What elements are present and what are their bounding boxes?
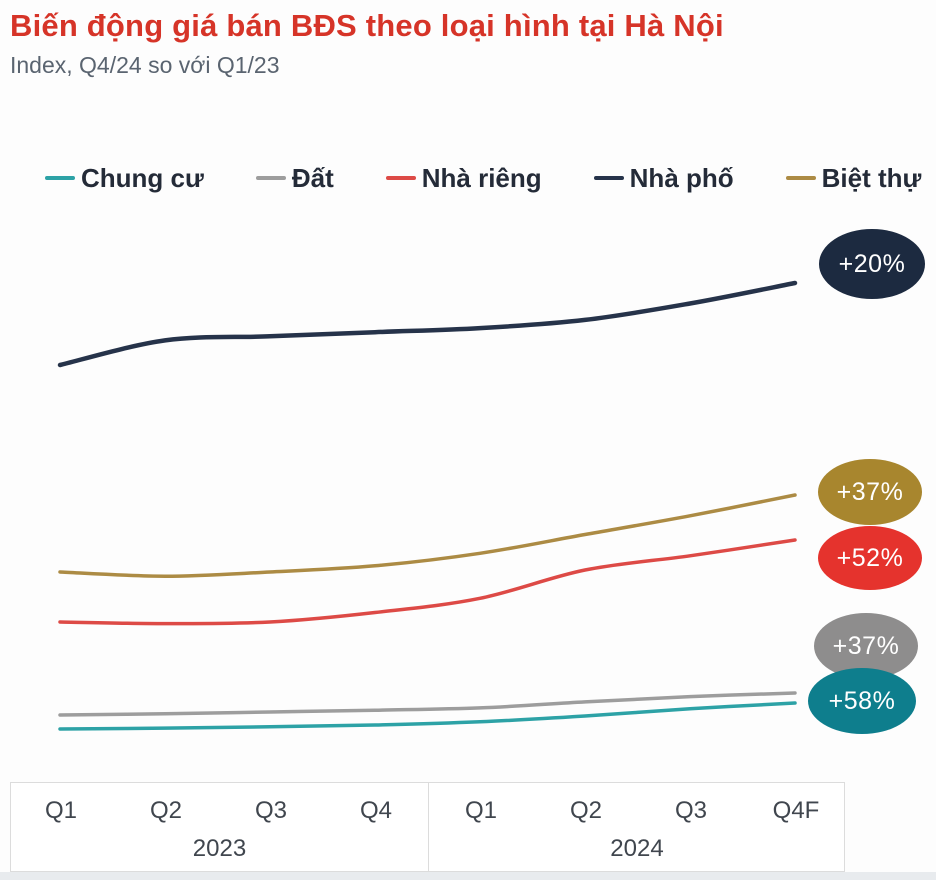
- line-biet-thu: [58, 493, 797, 578]
- legend-label: Chung cư: [81, 162, 204, 193]
- line-nha-rieng: [58, 538, 797, 626]
- axis-quarter-label: Q1: [464, 797, 497, 824]
- x-axis: Q1 Q2 Q3 Q4 Q1 Q2 Q3 Q4F 2023 2024: [10, 782, 845, 872]
- legend-swatch-chung-cu: [45, 176, 75, 180]
- axis-quarter-label: Q3: [674, 797, 707, 824]
- legend-label: Nhà phố: [629, 162, 734, 193]
- legend-label: Biệt thự: [821, 162, 922, 193]
- legend-label: Nhà riêng: [421, 162, 542, 193]
- legend-swatch-biet-thu: [785, 176, 816, 180]
- axis-year-label: 2024: [610, 835, 664, 862]
- badge-nha-pho: +20%: [819, 229, 925, 299]
- badge-nha-rieng: +52%: [818, 526, 922, 590]
- chart-title: Biến động giá bán BĐS theo loại hình tại…: [10, 8, 724, 43]
- legend-item-nha-rieng: Nhà riêng: [385, 160, 542, 196]
- legend-item-biet-thu: Biệt thự: [785, 160, 922, 196]
- badge-chung-cu: +58%: [808, 668, 916, 734]
- line-chung-cu: [58, 701, 797, 731]
- axis-quarter-label: Q4F: [772, 797, 820, 824]
- legend-item-chung-cu: Chung cư: [45, 160, 204, 196]
- line-nha-pho: [57, 280, 798, 368]
- badge-dat: +37%: [814, 613, 918, 679]
- line-dat: [58, 691, 797, 717]
- axis-quarter-label: Q2: [569, 797, 602, 824]
- legend-swatch-nha-pho: [593, 176, 624, 180]
- legend: Chung cư Đất Nhà riêng Nhà phố Biệt thự: [45, 160, 921, 196]
- legend-label: Đất: [291, 162, 334, 193]
- badge-biet-thu: +37%: [818, 459, 922, 525]
- axis-quarter-label: Q4: [359, 797, 392, 824]
- bottom-strip: [0, 872, 936, 880]
- chart-subtitle: Index, Q4/24 so với Q1/23: [10, 52, 280, 78]
- legend-swatch-nha-rieng: [385, 176, 416, 180]
- axis-year-divider: [428, 783, 429, 871]
- axis-year-label: 2023: [192, 835, 247, 862]
- legend-item-nha-pho: Nhà phố: [593, 160, 734, 196]
- axis-quarter-label: Q1: [44, 797, 77, 824]
- legend-item-dat: Đất: [255, 160, 334, 196]
- axis-quarter-label: Q3: [254, 797, 287, 824]
- legend-swatch-dat: [255, 176, 286, 180]
- axis-quarter-label: Q2: [149, 797, 182, 824]
